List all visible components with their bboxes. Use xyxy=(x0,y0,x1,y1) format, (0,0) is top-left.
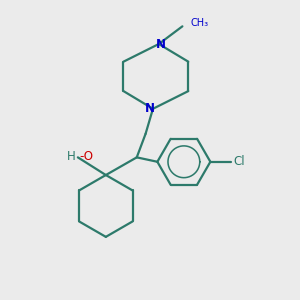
Text: -O: -O xyxy=(79,150,93,163)
Text: N: N xyxy=(144,102,154,115)
Text: CH₃: CH₃ xyxy=(190,18,209,28)
Text: H: H xyxy=(67,150,76,163)
Text: N: N xyxy=(156,38,166,50)
Text: Cl: Cl xyxy=(233,155,245,168)
